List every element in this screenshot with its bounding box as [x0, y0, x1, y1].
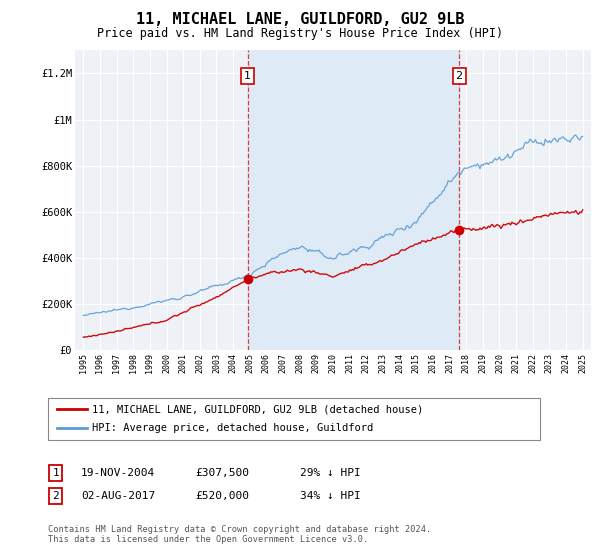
- Text: 11, MICHAEL LANE, GUILDFORD, GU2 9LB (detached house): 11, MICHAEL LANE, GUILDFORD, GU2 9LB (de…: [92, 404, 423, 414]
- Text: 29% ↓ HPI: 29% ↓ HPI: [300, 468, 361, 478]
- Text: 1: 1: [52, 468, 59, 478]
- Bar: [248, 50, 459, 350]
- Text: 2: 2: [52, 491, 59, 501]
- Text: 02-AUG-2017: 02-AUG-2017: [81, 491, 155, 501]
- Text: £307,500: £307,500: [195, 468, 249, 478]
- Text: £520,000: £520,000: [195, 491, 249, 501]
- Text: 2: 2: [455, 71, 463, 81]
- Text: HPI: Average price, detached house, Guildford: HPI: Average price, detached house, Guil…: [92, 423, 373, 433]
- Text: Contains HM Land Registry data © Crown copyright and database right 2024.
This d: Contains HM Land Registry data © Crown c…: [48, 525, 431, 544]
- Text: Price paid vs. HM Land Registry's House Price Index (HPI): Price paid vs. HM Land Registry's House …: [97, 27, 503, 40]
- Text: 1: 1: [244, 71, 251, 81]
- Text: 19-NOV-2004: 19-NOV-2004: [81, 468, 155, 478]
- Text: 11, MICHAEL LANE, GUILDFORD, GU2 9LB: 11, MICHAEL LANE, GUILDFORD, GU2 9LB: [136, 12, 464, 27]
- Text: 34% ↓ HPI: 34% ↓ HPI: [300, 491, 361, 501]
